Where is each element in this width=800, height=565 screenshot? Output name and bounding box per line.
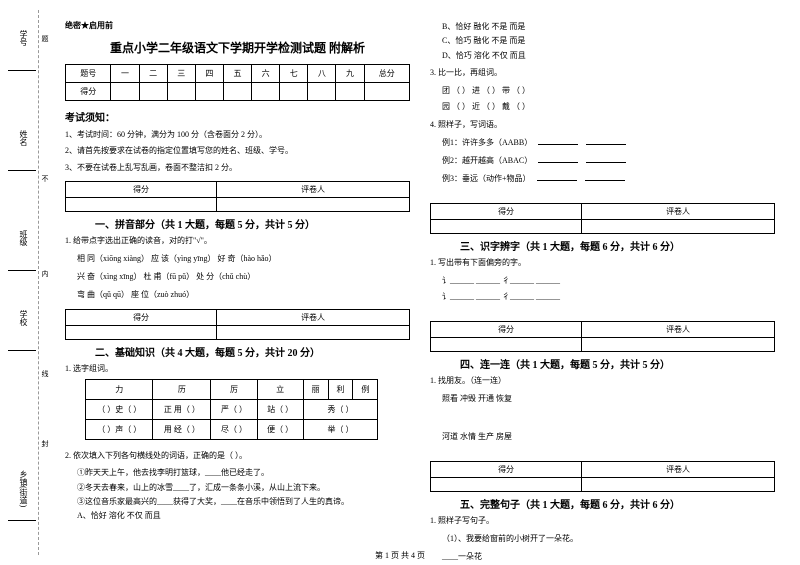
q-stem: 1. 找朋友。（连一连） — [430, 373, 775, 389]
s4-row1: 照看 冲毁 开通 恢复 — [442, 391, 775, 407]
mark: 内 — [40, 270, 50, 277]
q2-opt: B、恰好 融化 不是 而是 — [442, 20, 775, 34]
mark: 题 — [40, 35, 50, 42]
q-stem: 4. 照样子，写词语。 — [430, 117, 775, 133]
th: 二 — [139, 65, 167, 83]
th: 三 — [167, 65, 195, 83]
section-score-box: 得分评卷人 — [430, 203, 775, 234]
mark: 不 — [40, 175, 50, 182]
right-column: B、恰好 融化 不是 而是 C、恰巧 融化 不是 而是 D、恰巧 溶化 不仅 而… — [420, 20, 785, 560]
th: 八 — [308, 65, 336, 83]
notice-item: 3、不要在试卷上乱写乱画，卷面不整洁扣 2 分。 — [65, 161, 410, 175]
th: 九 — [336, 65, 364, 83]
q-stem: 1. 照样子写句子。 — [430, 513, 775, 529]
q2-opt: C、恰巧 融化 不是 而是 — [442, 34, 775, 48]
q1-stem: 1. 给带点字选出正确的读音，对的打"√"。 — [65, 233, 410, 249]
bind-line — [8, 170, 36, 171]
q-stem: 3. 比一比，再组词。 — [430, 65, 775, 81]
bind-label-1: 学号 — [18, 30, 29, 46]
bind-label-2: 姓名 — [18, 130, 29, 146]
th: 题号 — [66, 65, 111, 83]
q-stem: 2. 依次填入下列各句横线处的词语，正确的是（ ）。 — [65, 448, 410, 464]
bind-line — [8, 70, 36, 71]
content-area: 绝密★启用前 重点小学二年级语文下学期开学检测试题 附解析 题号 一 二 三 四… — [50, 0, 800, 565]
binding-margin: 学号 姓名 班级 学校 乡镇(街道) 题 不 内 线 封 — [0, 0, 50, 565]
section-2-title: 二、基础知识（共 4 大题，每题 5 分，共计 20 分） — [95, 348, 320, 359]
q2-line: ①昨天天上午，他去找李明打篮球，____他已经走了。 — [77, 466, 410, 480]
q4-line: 例1：许许多多（AABB） — [442, 135, 775, 151]
section-4-title: 四、连一连（共 1 大题，每题 5 分，共计 5 分） — [460, 360, 670, 371]
bind-line — [8, 520, 36, 521]
s4-row2: 河道 水情 生产 房屋 — [442, 429, 775, 445]
bind-label-4: 学校 — [18, 310, 29, 326]
pinyin-line: 弯 曲（qǔ qū） 座 位（zuò zhuó） — [77, 287, 410, 303]
q4-line: 例3：垂远（动作+物品） — [442, 171, 775, 187]
paper-title: 重点小学二年级语文下学期开学检测试题 附解析 — [65, 39, 410, 56]
bind-line — [8, 350, 36, 351]
left-column: 绝密★启用前 重点小学二年级语文下学期开学检测试题 附解析 题号 一 二 三 四… — [55, 20, 420, 560]
section-1-title: 一、拼音部分（共 1 大题，每题 5 分，共计 5 分） — [95, 220, 315, 231]
q2-opt: D、恰巧 溶化 不仅 而且 — [442, 49, 775, 63]
notice-item: 2、请首先按要求在试卷的指定位置填写您的姓名、班级、学号。 — [65, 144, 410, 158]
bind-label-5: 乡镇(街道) — [18, 470, 29, 507]
q-stem: 1. 写出带有下面偏旁的字。 — [430, 255, 775, 271]
page-footer: 第 1 页 共 4 页 — [0, 550, 800, 561]
section-3-title: 三、识字辨字（共 1 大题，每题 6 分，共计 6 分） — [460, 242, 680, 253]
score-table: 题号 一 二 三 四 五 六 七 八 九 总分 得分 — [65, 64, 410, 101]
section-score-box: 得分评卷人 — [430, 321, 775, 352]
char-table: 力 历 厉 立 丽 利 例 （ ）史（ ） 正 用（ ） 严（ ） 站（ ） 秀… — [85, 379, 378, 440]
q2-line: ③这位音乐家最高兴的____获得了大奖，____在音乐中领悟到了人生的真谛。 — [77, 495, 410, 509]
confidential-mark: 绝密★启用前 — [65, 20, 410, 31]
mark: 线 — [40, 370, 50, 377]
section-score-box: 得分评卷人 — [65, 181, 410, 212]
section-score-box: 得分评卷人 — [430, 461, 775, 492]
q2-opt: A、恰好 溶化 不仅 而且 — [77, 509, 410, 523]
notice-item: 1、考试时间：60 分钟，满分为 100 分（含卷面分 2 分）。 — [65, 128, 410, 142]
th: 七 — [280, 65, 308, 83]
th: 五 — [223, 65, 251, 83]
q-stem: 1. 选字组词。 — [65, 361, 410, 377]
q2-line: ②冬天去春来，山上的冰雪____了，汇成一条条小溪，从山上流下来。 — [77, 481, 410, 495]
th: 一 — [111, 65, 139, 83]
bind-line — [8, 270, 36, 271]
section-score-box: 得分评卷人 — [65, 309, 410, 340]
mark: 封 — [40, 440, 50, 447]
cut-line — [38, 10, 39, 555]
th: 六 — [252, 65, 280, 83]
th: 总分 — [364, 65, 409, 83]
s3-line: 讠______ ______ 彳______ ______ 讠______ __… — [442, 273, 775, 305]
s5-line: （1）、我要给窗前的小树开了一朵花。 — [442, 531, 775, 547]
pinyin-line: 相 同（xiōng xiàng） 应 该（yìng yīng） 好 奇（hào … — [77, 251, 410, 267]
pinyin-line: 兴 奋（xìng xīng） 杜 甫（fū pǔ） 处 分（chǔ chù） — [77, 269, 410, 285]
bind-label-3: 班级 — [18, 230, 29, 246]
section-5-title: 五、完整句子（共 1 大题，每题 6 分，共计 6 分） — [460, 500, 680, 511]
notice-head: 考试须知： — [65, 109, 410, 124]
row-label: 得分 — [66, 83, 111, 101]
q4-line: 例2：越开越高（ABAC） — [442, 153, 775, 169]
th: 四 — [195, 65, 223, 83]
q3-line: 团 （ ） 进 （ ） 带 （ ） 园 （ ） 近 （ ） 戴 （ ） — [442, 83, 775, 115]
